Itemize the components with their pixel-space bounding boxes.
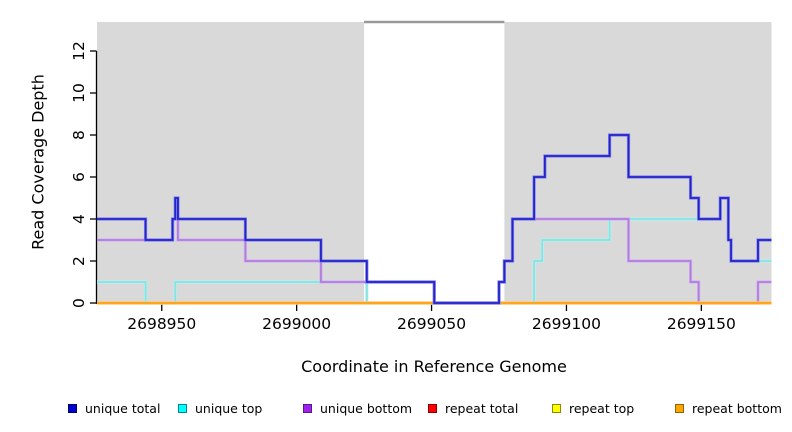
legend-swatch [552,403,561,413]
x-tick-label: 2699100 [531,315,601,333]
legend-item-label: unique top [195,400,263,416]
x-tick-label: 2699150 [666,315,736,333]
legend-item-repeat-total: repeat total [428,400,518,416]
legend-swatch [303,403,312,413]
legend-item-label: unique total [85,400,161,416]
legend-item-unique-bottom: unique bottom [303,400,412,416]
legend-swatch [178,403,187,413]
x-tick-label: 2699050 [397,315,467,333]
y-tick-label: 4 [70,214,88,224]
legend-swatch [675,403,684,413]
legend-item-label: repeat bottom [692,400,782,416]
highlight-band [364,22,505,305]
legend-item-label: repeat top [569,400,635,416]
legend-item-unique-total: unique total [68,400,160,416]
y-tick-label: 10 [70,83,88,103]
legend-item-repeat-top: repeat top [552,400,634,416]
legend-item-label: unique bottom [320,400,413,416]
legend-item-unique-top: unique top [178,400,262,416]
y-tick-label: 6 [70,172,88,182]
y-tick-label: 0 [70,298,88,308]
y-tick-label: 8 [70,130,88,140]
legend-item-label: repeat total [445,400,519,416]
x-tick-label: 2699000 [262,315,332,333]
x-axis-label: Coordinate in Reference Genome [301,357,567,376]
y-tick-label: 12 [70,41,88,61]
y-tick-label: 2 [70,256,88,266]
y-axis-label: Read Coverage Depth [28,74,48,250]
legend-swatch [428,403,437,413]
x-tick-label: 2698950 [127,315,197,333]
legend-swatch [68,403,77,413]
series-unique-total [97,134,772,304]
legend-item-repeat-bottom: repeat bottom [675,400,782,416]
